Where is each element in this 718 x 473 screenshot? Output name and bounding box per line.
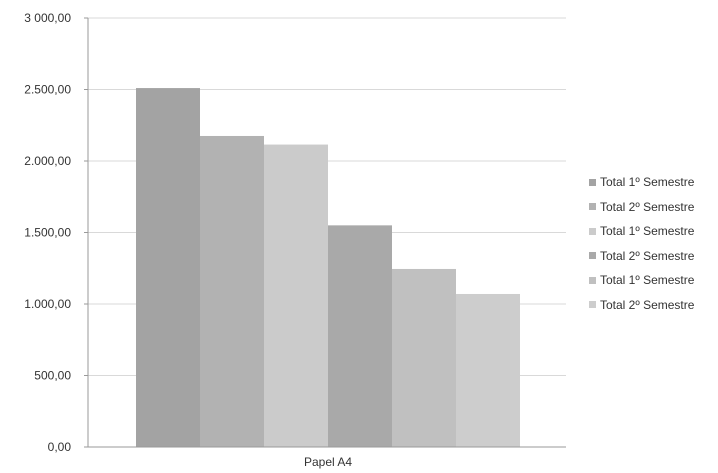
bar-series-6	[456, 293, 520, 447]
legend-item-3: Total 1º Semestre	[589, 219, 717, 244]
legend-label: Total 2º Semestre	[600, 297, 695, 312]
bar-series-4	[328, 225, 392, 447]
legend-label: Total 2º Semestre	[600, 199, 695, 214]
legend-swatch	[589, 276, 596, 284]
y-tick-label: 2.500,00	[24, 83, 71, 97]
legend-item-4: Total 2º Semestre	[589, 244, 717, 269]
legend-item-2: Total 2º Semestre	[589, 195, 717, 220]
bar-series-1	[136, 88, 200, 447]
legend-label: Total 1º Semestre	[600, 224, 695, 239]
legend-swatch	[589, 301, 596, 309]
bars	[136, 88, 520, 447]
legend-item-1: Total 1º Semestre	[589, 170, 717, 195]
bar-series-2	[200, 135, 264, 447]
legend-swatch	[589, 252, 596, 260]
legend-label: Total 1º Semestre	[600, 273, 695, 288]
legend-swatch	[589, 203, 596, 211]
y-tick-label: 2.000,00	[24, 154, 71, 168]
y-tick-label: 500,00	[34, 369, 71, 383]
bar-series-5	[392, 268, 456, 447]
x-category-label: Papel A4	[304, 455, 352, 469]
y-tick-label: 1.500,00	[24, 226, 71, 240]
y-tick-label: 3 000,00	[24, 11, 71, 25]
y-axis-tick-labels: 0,00 500,00 1.000,00 1.500,00 2.000,00 2.500,…	[24, 11, 71, 454]
x-axis-tick-labels: Papel A4	[304, 455, 352, 469]
legend-swatch	[589, 178, 596, 186]
y-tick-label: 0,00	[48, 440, 72, 454]
legend-label: Total 1º Semestre	[600, 175, 695, 190]
axes	[84, 17, 566, 448]
legend-item-5: Total 1º Semestre	[589, 268, 717, 293]
chart-legend: Total 1º Semestre Total 2º Semestre Total …	[589, 170, 717, 317]
legend-swatch	[589, 227, 596, 235]
legend-label: Total 2º Semestre	[600, 248, 695, 263]
y-tick-label: 1.000,00	[24, 297, 71, 311]
bar-series-3	[264, 144, 328, 447]
legend-item-6: Total 2º Semestre	[589, 293, 717, 318]
